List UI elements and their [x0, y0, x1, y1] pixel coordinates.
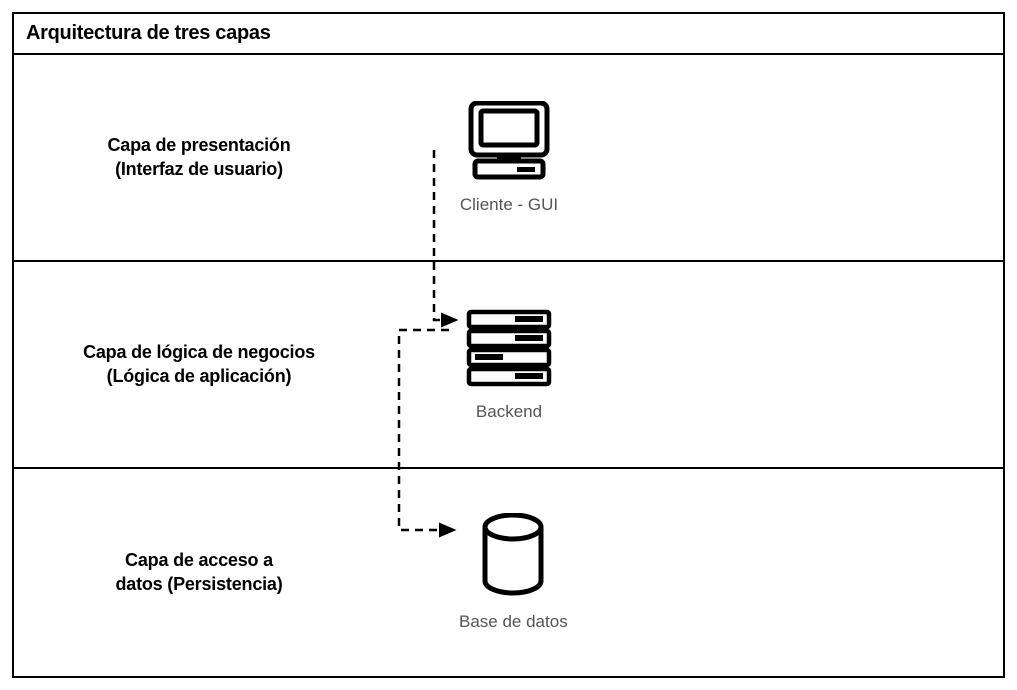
layer-label-line: Capa de lógica de negocios — [44, 341, 354, 364]
layer-visual: Cliente - GUI — [384, 55, 1003, 260]
layer-label-line: (Interfaz de usuario) — [44, 158, 354, 181]
layer-label-line: (Lógica de aplicación) — [44, 365, 354, 388]
computer-icon — [459, 101, 559, 181]
layer-label: Capa de lógica de negocios (Lógica de ap… — [14, 341, 384, 388]
three-tier-diagram: Arquitectura de tres capas Capa de prese… — [12, 12, 1005, 678]
layer-visual: Base de datos — [384, 469, 1003, 676]
icon-caption: Base de datos — [459, 612, 568, 632]
layer-label-line: Capa de acceso a — [44, 549, 354, 572]
icon-box: Backend — [459, 308, 559, 422]
icon-caption: Cliente - GUI — [460, 195, 558, 215]
layer-label-line: datos (Persistencia) — [44, 573, 354, 596]
diagram-title: Arquitectura de tres capas — [14, 14, 1003, 55]
layer-label-line: Capa de presentación — [44, 134, 354, 157]
server-icon — [459, 308, 559, 388]
layer-logic: Capa de lógica de negocios (Lógica de ap… — [14, 262, 1003, 469]
layer-visual: Backend — [384, 262, 1003, 467]
icon-box: Base de datos — [459, 513, 568, 632]
layer-data: Capa de acceso a datos (Persistencia) Ba… — [14, 469, 1003, 676]
icon-box: Cliente - GUI — [459, 101, 559, 215]
database-icon — [473, 513, 553, 598]
layer-label: Capa de presentación (Interfaz de usuari… — [14, 134, 384, 181]
icon-caption: Backend — [476, 402, 542, 422]
layer-presentation: Capa de presentación (Interfaz de usuari… — [14, 55, 1003, 262]
layer-label: Capa de acceso a datos (Persistencia) — [14, 549, 384, 596]
